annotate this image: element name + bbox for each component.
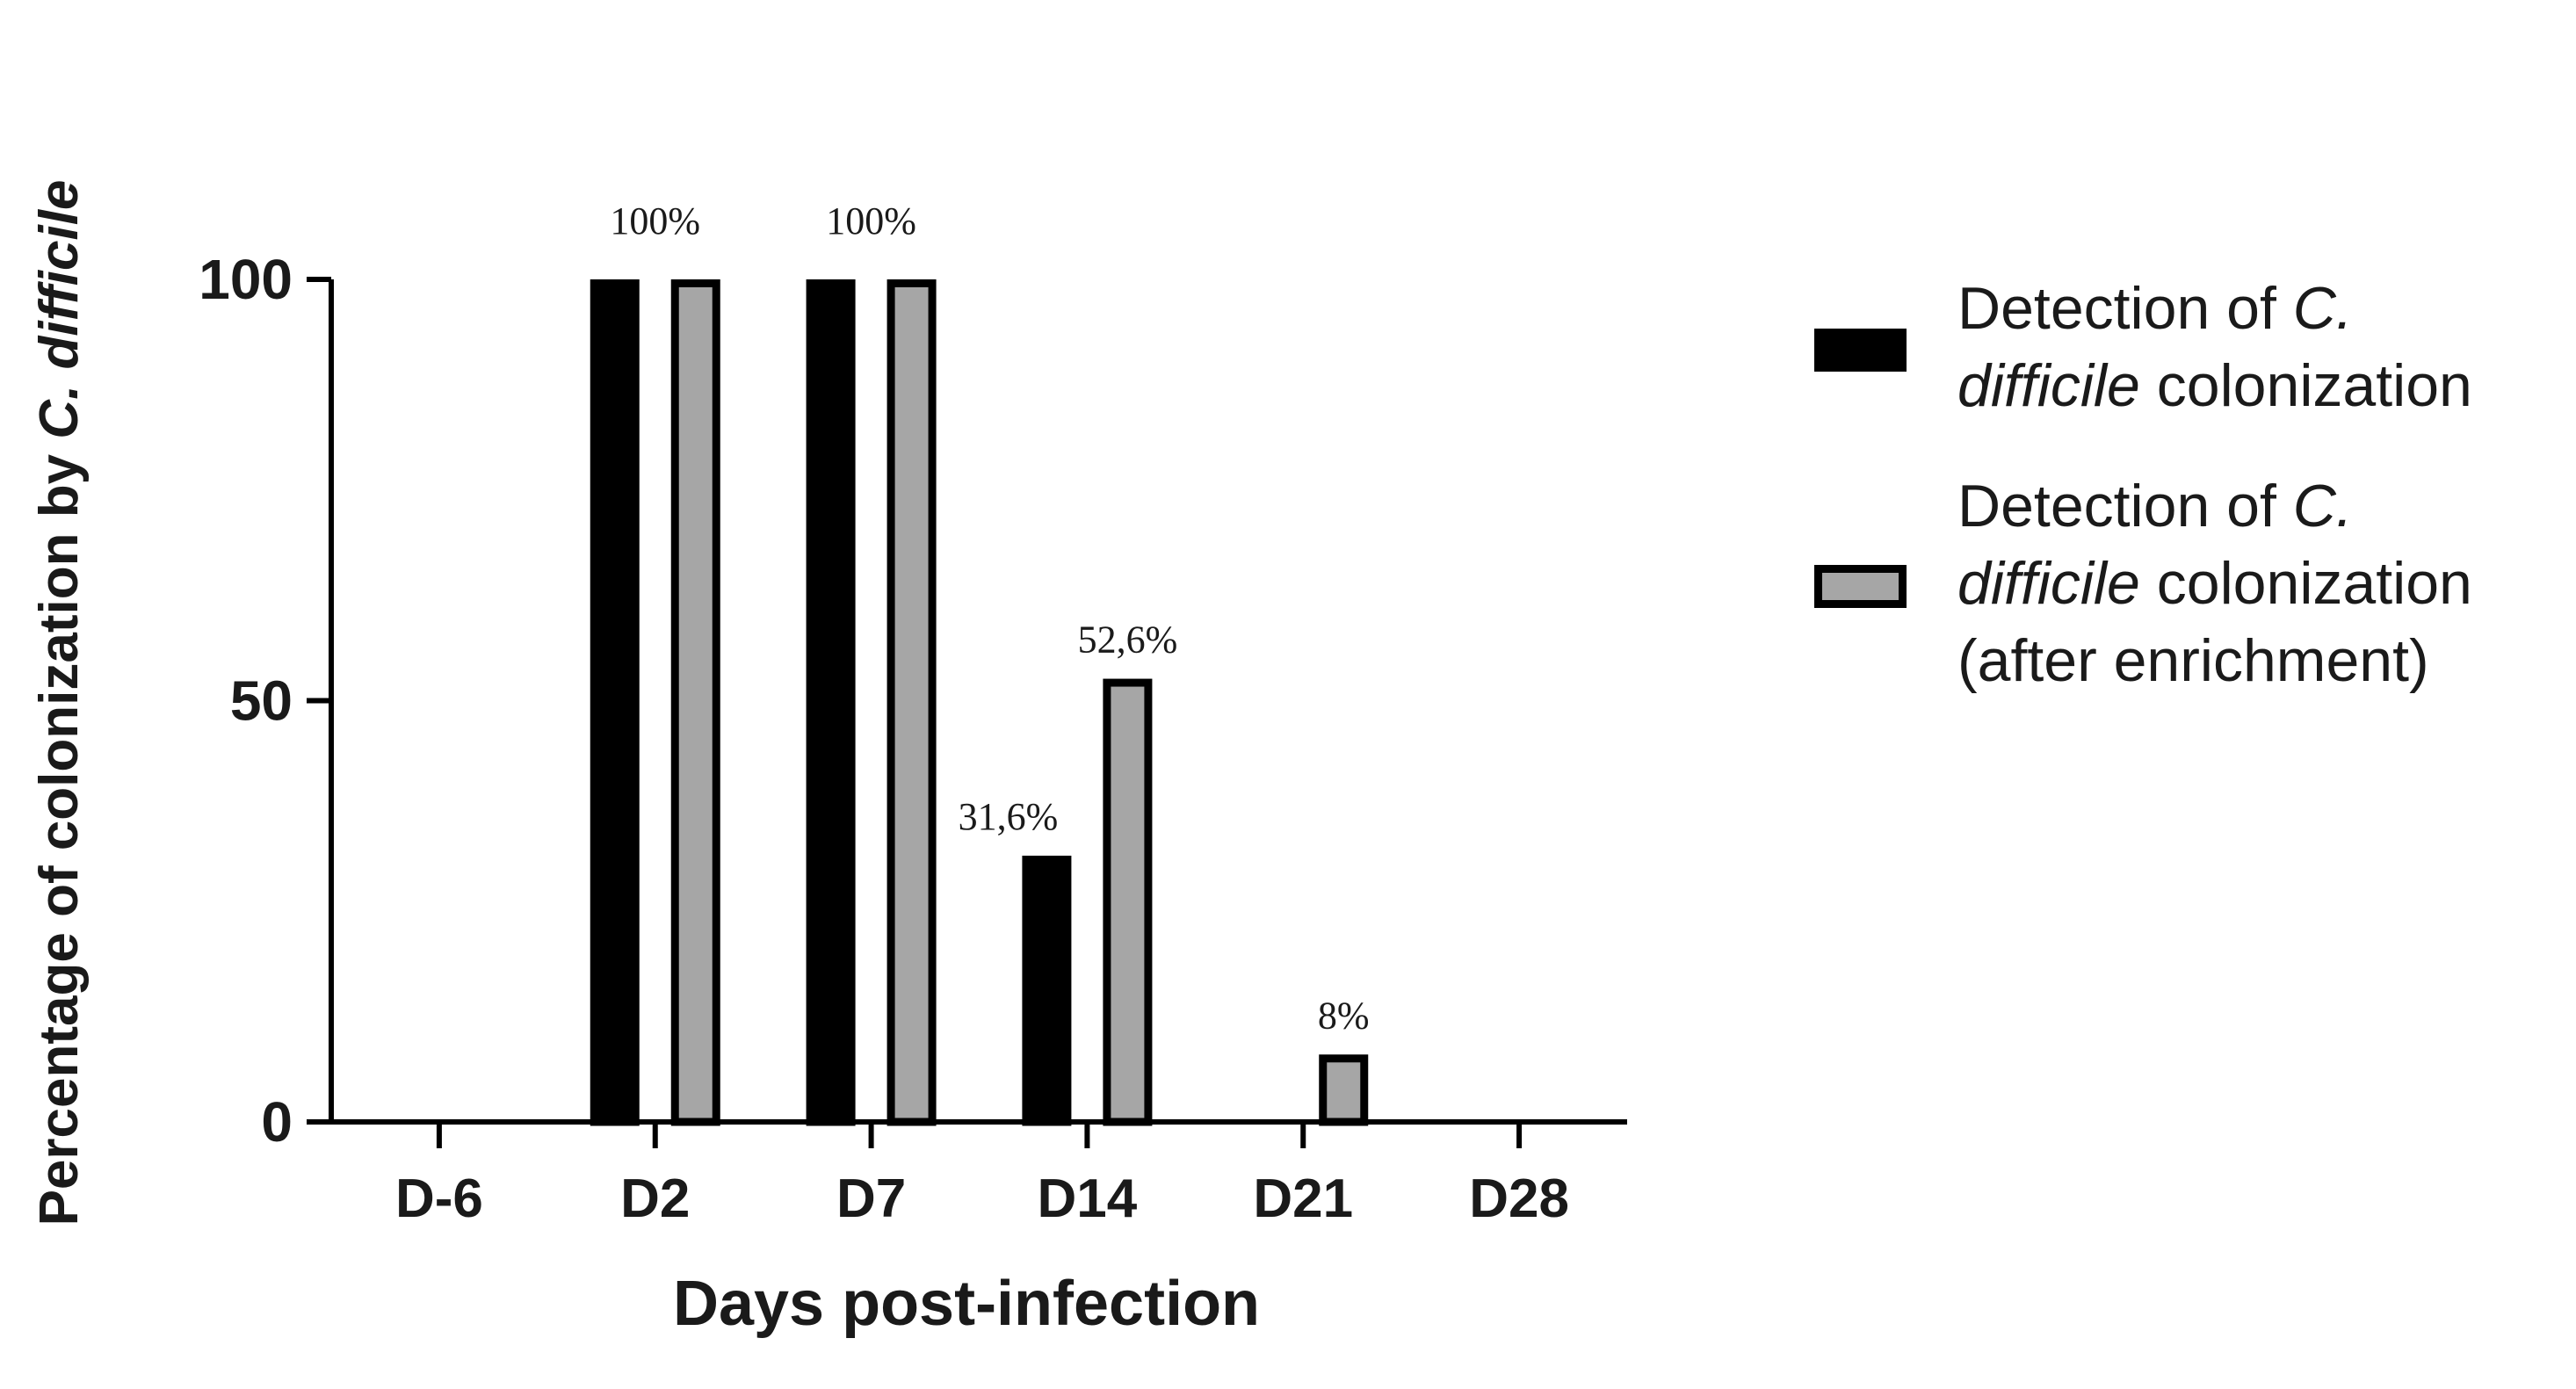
y-tick-label: 0: [261, 1090, 293, 1154]
data-label: 8%: [1318, 994, 1370, 1037]
legend-label-1: Detection of C.: [1957, 275, 2353, 342]
bar-series2-d7: [886, 279, 937, 1126]
legend-label-2: Detection of C.: [1957, 473, 2353, 539]
x-tick-label-d21: D21: [1253, 1168, 1353, 1229]
group-data-label: 100%: [826, 199, 916, 242]
bar-series1-d2: [590, 279, 640, 1126]
legend-label-1: difficile colonization: [1957, 352, 2472, 419]
plot-area: 31,6% 52,6% 8% 100% 100%: [590, 199, 1370, 1126]
data-label: 31,6%: [959, 795, 1059, 838]
x-tick-label-d28: D28: [1469, 1168, 1569, 1229]
x-axis-title: Days post-infection: [673, 1269, 1260, 1339]
legend: Detection of C. difficile colonization Det…: [1814, 275, 2472, 694]
data-label: 52,6%: [1078, 619, 1178, 662]
bar-series2-d21: [1319, 1054, 1369, 1126]
x-tick-label-d7: D7: [836, 1168, 906, 1229]
y-axis: 0 50 100: [199, 248, 334, 1154]
bar-series1-d7: [806, 279, 856, 1126]
legend-swatch-1: [1814, 329, 1907, 372]
group-data-label: 100%: [610, 199, 700, 242]
x-tick-label-d14: D14: [1038, 1168, 1138, 1229]
bar-series2-d2: [670, 279, 720, 1126]
bar-series2-d14: [1103, 678, 1153, 1126]
x-tick-label-d-6: D-6: [395, 1168, 483, 1229]
y-tick-label: 100: [199, 248, 293, 311]
bar-series1-d14: [1022, 855, 1072, 1126]
x-tick-label-d2: D2: [620, 1168, 690, 1229]
x-axis: D-6 D2 D7 D14 D21 D28: [329, 1119, 1627, 1229]
legend-swatch-2: [1814, 565, 1907, 608]
y-axis-title: Percentage of colonization by C. diffici…: [29, 180, 90, 1226]
legend-label-2: difficile colonization: [1957, 550, 2472, 617]
y-tick-label: 50: [230, 669, 293, 733]
legend-label-2: (after enrichment): [1957, 627, 2429, 694]
